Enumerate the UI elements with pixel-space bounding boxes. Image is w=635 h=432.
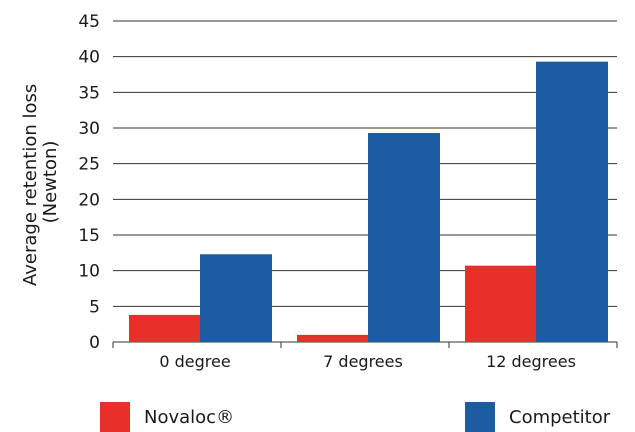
- x-tick-label: 12 degrees: [486, 352, 576, 371]
- y-axis-label-line2: (Newton): [40, 141, 61, 224]
- x-tick-label: 0 degree: [159, 352, 230, 371]
- gridlines: [113, 20, 617, 343]
- y-axis-label-line1: Average retention loss: [20, 84, 41, 286]
- bars: [129, 61, 608, 342]
- y-axis-label: Average retention loss (Newton): [20, 78, 61, 286]
- bar-competitor-1: [368, 132, 440, 342]
- legend-item-competitor: Competitor: [465, 402, 610, 432]
- x-tick-label: 7 degrees: [323, 352, 403, 371]
- y-tick-label: 20: [78, 190, 100, 210]
- bar-novaloc-0: [129, 314, 201, 342]
- y-tick-label: 40: [78, 48, 100, 68]
- legend-label-competitor: Competitor: [509, 406, 611, 428]
- y-tick-label: 25: [78, 155, 100, 175]
- y-tick-label: 10: [78, 262, 100, 282]
- bar-novaloc-1: [297, 334, 369, 342]
- y-tick-label: 45: [78, 12, 100, 32]
- y-axis-ticks: 0 5 10 15 20 25 30 35 40 45: [78, 12, 100, 353]
- y-tick-label: 15: [78, 226, 100, 246]
- legend-swatch-competitor: [465, 402, 495, 432]
- y-tick-label: 35: [78, 83, 100, 103]
- bar-chart: 0 5 10 15 20 25 30 35 40 45 0 degree 7 degrees 12 d…: [20, 12, 618, 371]
- bar-novaloc-2: [465, 265, 537, 342]
- legend-swatch-novaloc: [100, 402, 130, 432]
- legend-item-novaloc: Novaloc®: [100, 402, 234, 432]
- legend-label-novaloc: Novaloc®: [144, 406, 235, 428]
- y-tick-label: 5: [89, 297, 100, 317]
- bar-competitor-2: [536, 61, 608, 342]
- bar-competitor-0: [200, 254, 272, 342]
- y-tick-label: 30: [78, 119, 100, 139]
- x-axis-ticks: 0 degree 7 degrees 12 degrees: [112, 342, 618, 371]
- y-tick-label: 0: [89, 333, 100, 353]
